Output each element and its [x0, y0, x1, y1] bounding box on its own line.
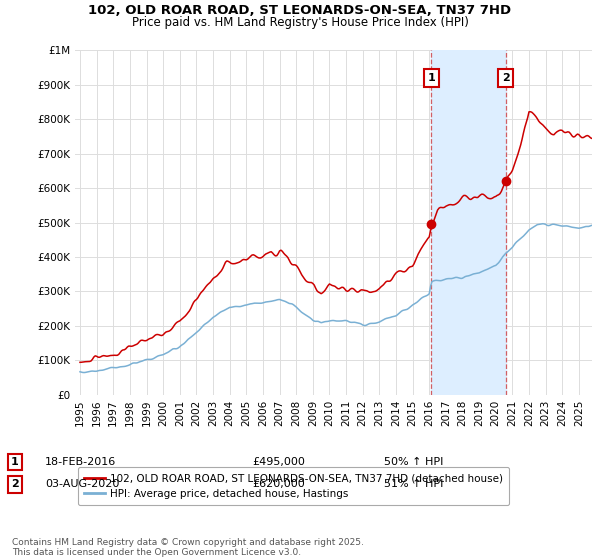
- Legend: 102, OLD ROAR ROAD, ST LEONARDS-ON-SEA, TN37 7HD (detached house), HPI: Average : 102, OLD ROAR ROAD, ST LEONARDS-ON-SEA, …: [77, 467, 509, 505]
- Text: 1: 1: [428, 73, 435, 83]
- Text: Price paid vs. HM Land Registry's House Price Index (HPI): Price paid vs. HM Land Registry's House …: [131, 16, 469, 29]
- Text: 03-AUG-2020: 03-AUG-2020: [45, 479, 119, 489]
- Text: 18-FEB-2016: 18-FEB-2016: [45, 457, 116, 467]
- Text: 51% ↑ HPI: 51% ↑ HPI: [384, 479, 443, 489]
- Text: 102, OLD ROAR ROAD, ST LEONARDS-ON-SEA, TN37 7HD: 102, OLD ROAR ROAD, ST LEONARDS-ON-SEA, …: [88, 4, 512, 17]
- Text: 2: 2: [502, 73, 509, 83]
- Bar: [431, 50, 506, 395]
- Text: 50% ↑ HPI: 50% ↑ HPI: [384, 457, 443, 467]
- Text: 2: 2: [11, 479, 19, 489]
- Text: £620,000: £620,000: [252, 479, 305, 489]
- Text: Contains HM Land Registry data © Crown copyright and database right 2025.
This d: Contains HM Land Registry data © Crown c…: [12, 538, 364, 557]
- Text: 1: 1: [11, 457, 19, 467]
- Text: £495,000: £495,000: [252, 457, 305, 467]
